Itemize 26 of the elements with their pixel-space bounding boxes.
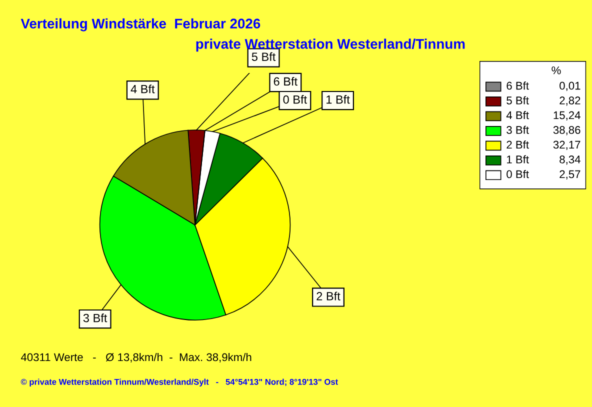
slice-label: 1 Bft (326, 95, 350, 104)
slice-label: 2 Bft (316, 292, 340, 300)
legend-title: % (552, 66, 561, 74)
slice-label: 3 Bft (83, 314, 108, 322)
legend-label: 5 Bft (506, 96, 529, 104)
slice-label: 0 Bft (283, 95, 307, 104)
slice-label: 4 Bft (130, 84, 155, 94)
legend-label: 0 Bft (506, 170, 529, 178)
legend-label: 3 Bft (506, 126, 529, 134)
data-label: 38,86 (553, 126, 580, 136)
legend-label: 2 Bft (506, 140, 529, 149)
legend-label: 6 Bft (506, 82, 529, 90)
data-label: 8,34 (560, 156, 580, 165)
data-label: 2,82 (560, 96, 580, 106)
slice-label: 5 Bft (252, 52, 276, 61)
text: 40311 Werte - Ø 13,8km/h - Max. 38,9km/h (20, 352, 252, 362)
slice-label: 6 Bft (274, 77, 298, 86)
chart-title: Verteilung Windstärke Februar 2026 (20, 18, 260, 32)
data-label: 2,57 (560, 170, 580, 180)
legend-label: 4 Bft (506, 111, 529, 120)
data-label: 0,01 (560, 82, 580, 91)
chart-subtitle: private Wetterstation Westerland/Tinnum (196, 38, 465, 52)
legend-label: 1 Bft (507, 155, 529, 164)
data-label: 15,24 (554, 111, 580, 120)
data-label: 32,17 (553, 140, 580, 150)
text: © private Wetterstation Tinnum/Westerland/Sylt - 54°54'13" Nord; 8°19'13" Ost (20, 378, 338, 386)
